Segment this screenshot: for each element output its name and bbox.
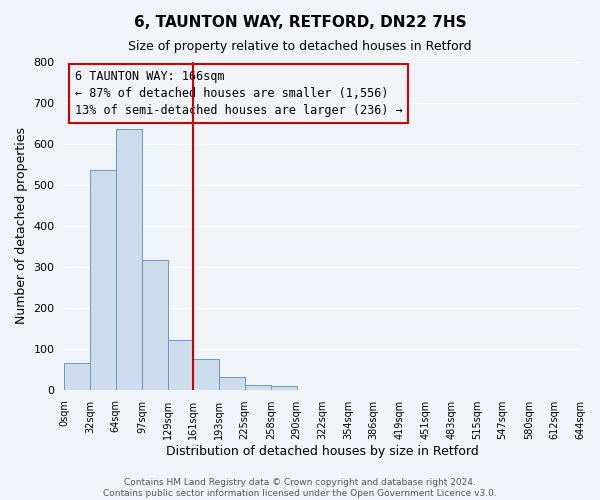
Bar [64,363,90,390]
Bar [193,359,219,390]
Text: Size of property relative to detached houses in Retford: Size of property relative to detached ho… [128,40,472,53]
Bar [167,340,193,390]
Bar [116,129,142,390]
Bar [219,376,245,390]
Text: Contains HM Land Registry data © Crown copyright and database right 2024.
Contai: Contains HM Land Registry data © Crown c… [103,478,497,498]
Bar [271,386,296,390]
X-axis label: Distribution of detached houses by size in Retford: Distribution of detached houses by size … [166,444,479,458]
Y-axis label: Number of detached properties: Number of detached properties [15,127,28,324]
Bar [245,385,271,390]
Text: 6, TAUNTON WAY, RETFORD, DN22 7HS: 6, TAUNTON WAY, RETFORD, DN22 7HS [134,15,466,30]
Text: 6 TAUNTON WAY: 166sqm
← 87% of detached houses are smaller (1,556)
13% of semi-d: 6 TAUNTON WAY: 166sqm ← 87% of detached … [75,70,403,116]
Bar [90,170,116,390]
Bar [142,260,167,390]
